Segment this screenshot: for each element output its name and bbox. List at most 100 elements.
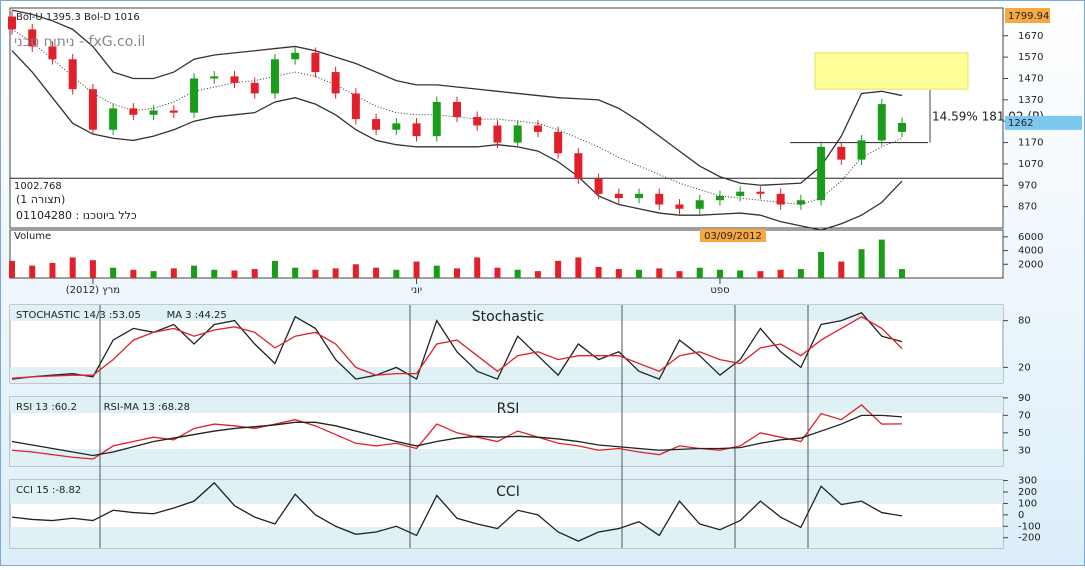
- target-zone: [814, 52, 969, 90]
- candle-body: [432, 101, 441, 137]
- bol-u: Bol-U 1395.3: [16, 12, 81, 23]
- candle-body: [533, 125, 542, 132]
- candle-body: [453, 101, 461, 117]
- cursor-date: 03/09/2012: [704, 231, 762, 242]
- candle-body: [877, 104, 886, 141]
- line: [11, 9, 903, 186]
- volume-bar: [514, 269, 521, 278]
- panel-title: RSI: [497, 401, 520, 417]
- top-price: 1799.94: [1008, 11, 1049, 22]
- volume-bar: [858, 249, 865, 278]
- volume-bar: [191, 265, 198, 278]
- volume-bar: [474, 257, 481, 278]
- date-box: [700, 229, 766, 242]
- volume-bar: [777, 269, 784, 278]
- top-price-box: [1005, 8, 1050, 23]
- y-tick-label: 970: [1018, 180, 1037, 191]
- panel-title: Stochastic: [472, 309, 544, 325]
- volume-bar: [332, 268, 339, 278]
- volume-bar: [797, 269, 804, 278]
- line: [11, 481, 903, 542]
- candle-body: [675, 204, 684, 209]
- volume-panel: [9, 229, 1004, 279]
- volume-bar: [676, 271, 683, 278]
- y-tick-label: 1170: [1018, 138, 1043, 149]
- volume-bar: [271, 260, 278, 278]
- candle-body: [614, 193, 623, 199]
- line: [11, 28, 903, 206]
- candle-body: [68, 59, 77, 90]
- volume-bar: [656, 268, 663, 278]
- y-tick-label: -100: [1018, 521, 1041, 532]
- candle-body: [776, 193, 785, 205]
- price-panel: [9, 7, 1004, 229]
- volume-bar: [534, 271, 541, 278]
- volume-bar: [110, 267, 117, 278]
- volume-bar: [636, 269, 643, 278]
- lower-panels: [9, 304, 1004, 549]
- x-tick-label: (2012) מרץ: [66, 285, 120, 296]
- legend-label: RSI-MA 13 :68.28: [104, 402, 190, 413]
- y-tick-label: 80: [1018, 316, 1031, 327]
- y-tick-label: 1670: [1018, 31, 1043, 42]
- y-tick-label: 70: [1018, 410, 1031, 421]
- volume-bar: [49, 262, 56, 278]
- candle-body: [149, 110, 158, 115]
- y-tick-label: 300: [1018, 476, 1037, 487]
- y-tick-label: 100: [1018, 498, 1037, 509]
- support-label: 1002.768: [14, 181, 62, 192]
- candle-body: [736, 191, 745, 196]
- volume-bar: [595, 267, 602, 278]
- volume-bar: [757, 271, 764, 278]
- y-tick-label: 20: [1018, 362, 1031, 373]
- last-price-box: [1005, 115, 1082, 130]
- candle-body: [392, 123, 401, 130]
- y-tick-label: 870: [1018, 202, 1037, 213]
- volume-bar: [393, 269, 400, 278]
- volume-bar: [150, 271, 157, 278]
- candle-body: [817, 146, 826, 201]
- volume-bar: [170, 268, 177, 278]
- candle-body: [412, 123, 421, 137]
- security: 01104280 : כלל ביוטכנו: [16, 209, 137, 222]
- candle-body: [655, 193, 664, 205]
- y-tick-label: 30: [1018, 445, 1031, 456]
- candle-body: [190, 78, 199, 113]
- candle-body: [129, 108, 138, 115]
- candle-body: [756, 191, 765, 194]
- candle-body: [594, 178, 603, 194]
- volume-bar: [899, 269, 905, 278]
- volume-bar: [555, 260, 562, 278]
- volume-bar: [433, 265, 440, 278]
- volume-bar: [9, 260, 15, 278]
- volume-bar: [696, 267, 703, 278]
- volume-bar: [312, 269, 319, 278]
- candle-body: [311, 52, 320, 73]
- candle-body: [109, 108, 118, 130]
- volume-bar: [211, 269, 218, 278]
- y-tick-label: 1470: [1018, 73, 1043, 84]
- volume-bar: [373, 267, 380, 278]
- legend-label: CCI 15 :-8.82: [16, 485, 81, 496]
- volume-bar: [575, 257, 582, 278]
- line: [11, 414, 903, 457]
- volume-bar: [615, 269, 622, 278]
- volume-bar: [29, 265, 36, 278]
- y-tick-label: 4000: [1018, 246, 1043, 257]
- legend-label: MA 3 :44.25: [167, 310, 227, 321]
- volume-bar: [413, 261, 420, 278]
- candle-body: [796, 200, 805, 205]
- volume-bar: [454, 268, 460, 278]
- volume-bar: [130, 269, 137, 278]
- line: [11, 404, 903, 460]
- candle-body: [28, 29, 37, 47]
- volume-bar: [838, 261, 845, 278]
- candle-body: [8, 16, 16, 30]
- volume-bar: [878, 239, 885, 278]
- volume-bar: [69, 257, 76, 278]
- candle-body: [554, 131, 563, 154]
- volume-bar: [231, 270, 238, 278]
- legend-label: RSI 13 :60.2: [16, 402, 77, 413]
- volume-bar: [494, 267, 501, 278]
- volume-bar: [292, 267, 299, 278]
